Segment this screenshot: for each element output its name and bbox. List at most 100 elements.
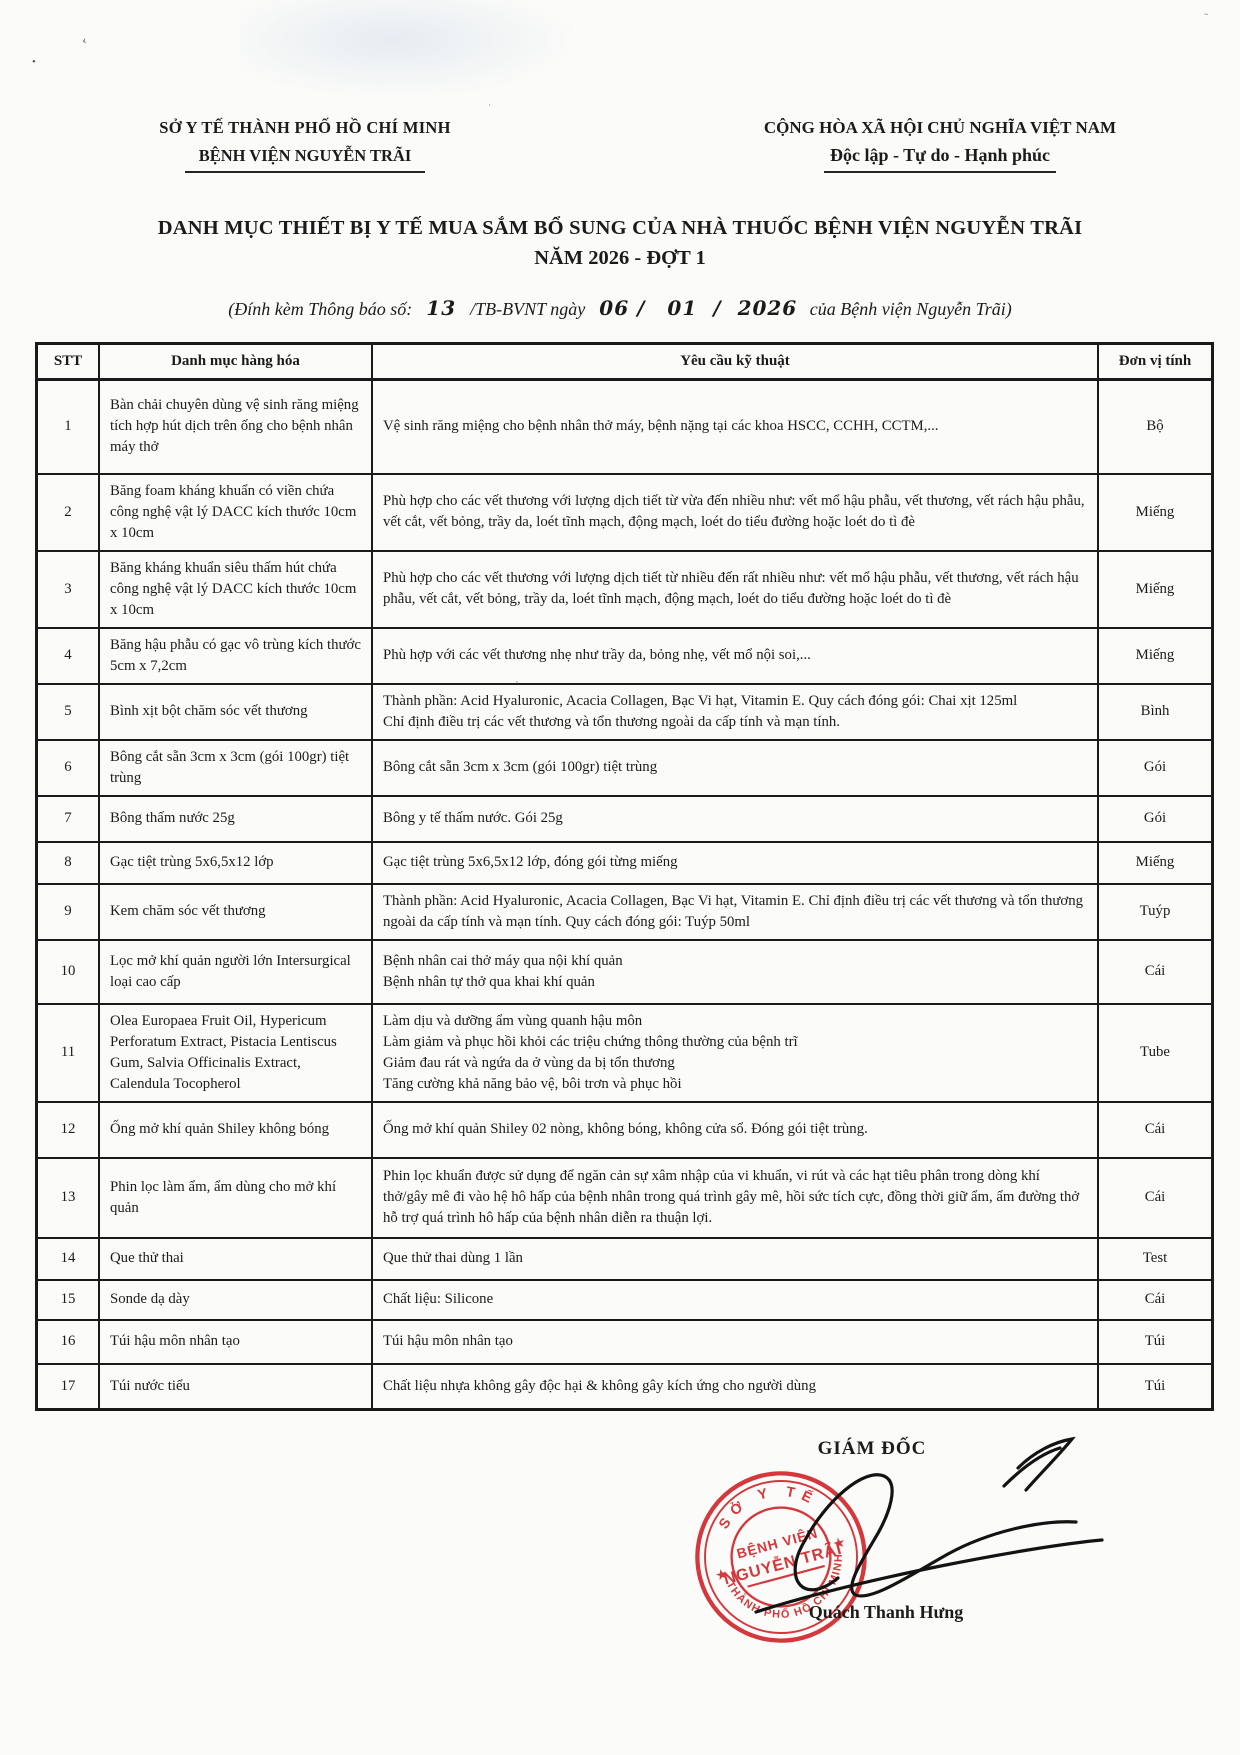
table-row: 3 Băng kháng khuẩn siêu thấm hút chứa cô… <box>35 549 1214 629</box>
row-item-name: Túi nước tiểu <box>98 1362 373 1411</box>
row-technical-requirement: Thành phần: Acid Hyaluronic, Acacia Coll… <box>371 882 1099 941</box>
row-technical-requirement: Bông cắt sẵn 3cm x 3cm (gói 100gr) tiệt … <box>371 738 1099 797</box>
attachment-reference-line: (Đính kèm Thông báo số: 13/TB-BVNT ngày 06… <box>0 296 1240 320</box>
row-unit: Bộ <box>1097 378 1214 475</box>
row-number: 8 <box>35 840 100 885</box>
stamp-star-right: ★ <box>832 1535 846 1551</box>
handwritten-month: 01 <box>667 296 698 320</box>
row-technical-requirement: Phù hợp cho các vết thương với lượng dịc… <box>371 472 1099 552</box>
table-row: 10 Lọc mở khí quản người lớn Intersurgic… <box>35 938 1214 1005</box>
row-technical-requirement: Làm dịu và dưỡng ẩm vùng quanh hậu môn L… <box>371 1002 1099 1103</box>
table-row: 6 Bông cắt sẵn 3cm x 3cm (gói 100gr) tiệ… <box>35 738 1214 797</box>
table-row: 14 Que thử thai Que thử thai dùng 1 lần … <box>35 1236 1214 1281</box>
table-row: 1 Bàn chải chuyên dùng vệ sinh răng miện… <box>35 378 1214 475</box>
org-hospital-name: BỆNH VIỆN NGUYỄN TRÃI <box>184 146 426 173</box>
row-item-name: Bông cắt sẵn 3cm x 3cm (gói 100gr) tiệt … <box>98 738 373 797</box>
row-item-name: Gạc tiệt trùng 5x6,5x12 lớp <box>98 840 373 885</box>
row-technical-requirement: Phù hợp cho các vết thương với lượng dịc… <box>371 549 1099 629</box>
table-row: 11 Olea Europaea Fruit Oil, Hypericum Pe… <box>35 1002 1214 1103</box>
header-stt: STT <box>35 342 100 381</box>
row-number: 17 <box>35 1362 100 1411</box>
table-row: 5 Bình xịt bột chăm sóc vết thương Thành… <box>35 682 1214 741</box>
header-unit: Đơn vị tính <box>1097 342 1214 381</box>
org-parent-name: SỞ Y TẾ THÀNH PHỐ HỒ CHÍ MINH <box>159 118 451 137</box>
row-unit: Gói <box>1097 794 1214 843</box>
row-item-name: Băng hậu phẫu có gạc vô trùng kích thước… <box>98 626 373 685</box>
row-technical-requirement: Chất liệu nhựa không gây độc hại & không… <box>371 1362 1099 1411</box>
row-technical-requirement: Bệnh nhân cai thở máy qua nội khí quản B… <box>371 938 1099 1005</box>
row-technical-requirement: Ống mở khí quản Shiley 02 nòng, không bó… <box>371 1100 1099 1159</box>
row-number: 2 <box>35 472 100 552</box>
row-number: 9 <box>35 882 100 941</box>
table-row: 15 Sonde dạ dày Chất liệu: Silicone Cái <box>35 1278 1214 1321</box>
row-number: 4 <box>35 626 100 685</box>
table-row: 13 Phin lọc làm ẩm, ẩm dùng cho mở khí q… <box>35 1156 1214 1239</box>
row-item-name: Lọc mở khí quản người lớn Intersurgical … <box>98 938 373 1005</box>
row-number: 11 <box>35 1002 100 1103</box>
national-motto-block: CỘNG HÒA XÃ HỘI CHỦ NGHĨA VIỆT NAM Độc l… <box>740 118 1140 173</box>
table-row: 2 Băng foam kháng khuẩn có viền chứa côn… <box>35 472 1214 552</box>
director-signature <box>754 1436 1104 1614</box>
attachment-slash: / <box>713 296 722 320</box>
row-item-name: Phin lọc làm ẩm, ẩm dùng cho mở khí quản <box>98 1156 373 1239</box>
handwritten-doc-number: 13 <box>426 296 457 320</box>
row-item-name: Bàn chải chuyên dùng vệ sinh răng miệng … <box>98 378 373 475</box>
table-row: 12 Ống mở khí quản Shiley không bóng Ống… <box>35 1100 1214 1159</box>
row-technical-requirement: Chất liệu: Silicone <box>371 1278 1099 1321</box>
row-unit: Miếng <box>1097 626 1214 685</box>
row-unit: Miếng <box>1097 840 1214 885</box>
items-table: STT Danh mục hàng hóa Yêu cầu kỹ thuật Đ… <box>35 342 1214 1411</box>
row-technical-requirement: Phin lọc khuẩn được sử dụng để ngăn cản … <box>371 1156 1099 1239</box>
row-item-name: Olea Europaea Fruit Oil, Hypericum Perfo… <box>98 1002 373 1103</box>
table-row: 16 Túi hậu môn nhân tạo Túi hậu môn nhân… <box>35 1318 1214 1365</box>
row-unit: Miếng <box>1097 472 1214 552</box>
handwritten-year: 2026 <box>737 296 798 320</box>
table-row: 8 Gạc tiệt trùng 5x6,5x12 lớp Gạc tiệt t… <box>35 840 1214 885</box>
row-number: 14 <box>35 1236 100 1281</box>
row-unit: Cái <box>1097 1278 1214 1321</box>
row-technical-requirement: Que thử thai dùng 1 lần <box>371 1236 1099 1281</box>
row-unit: Cái <box>1097 1156 1214 1239</box>
stamp-star-left: ★ <box>714 1566 728 1582</box>
row-technical-requirement: Thành phần: Acid Hyaluronic, Acacia Coll… <box>371 682 1099 741</box>
row-technical-requirement: Gạc tiệt trùng 5x6,5x12 lớp, đóng gói từ… <box>371 840 1099 885</box>
table-row: 9 Kem chăm sóc vết thương Thành phần: Ac… <box>35 882 1214 941</box>
row-number: 15 <box>35 1278 100 1321</box>
row-item-name: Kem chăm sóc vết thương <box>98 882 373 941</box>
national-motto: Độc lập - Tự do - Hạnh phúc <box>823 145 1057 173</box>
attachment-middle: /TB-BVNT ngày <box>470 299 586 319</box>
row-unit: Túi <box>1097 1362 1214 1411</box>
national-title: CỘNG HÒA XÃ HỘI CHỦ NGHĨA VIỆT NAM <box>763 118 1117 137</box>
row-item-name: Que thử thai <box>98 1236 373 1281</box>
handwritten-day: 06 / <box>599 296 646 320</box>
row-unit: Cái <box>1097 938 1214 1005</box>
letterhead: SỞ Y TẾ THÀNH PHỐ HỒ CHÍ MINH BỆNH VIỆN … <box>0 0 1240 173</box>
header-technical-requirement: Yêu cầu kỹ thuật <box>371 342 1099 381</box>
row-item-name: Ống mở khí quản Shiley không bóng <box>98 1100 373 1159</box>
table-row: 17 Túi nước tiểu Chất liệu nhựa không gâ… <box>35 1362 1214 1411</box>
row-unit: Miếng <box>1097 549 1214 629</box>
signer-title: GIÁM ĐỐC <box>817 1438 927 1459</box>
attachment-prefix: (Đính kèm Thông báo số: <box>228 299 413 319</box>
row-unit: Tuýp <box>1097 882 1214 941</box>
row-unit: Test <box>1097 1236 1214 1281</box>
items-table-header: STT Danh mục hàng hóa Yêu cầu kỹ thuật Đ… <box>35 342 1214 381</box>
row-number: 7 <box>35 794 100 843</box>
row-technical-requirement: Túi hậu môn nhân tạo <box>371 1318 1099 1365</box>
row-number: 1 <box>35 378 100 475</box>
row-number: 5 <box>35 682 100 741</box>
row-item-name: Bông thấm nước 25g <box>98 794 373 843</box>
header-item-name: Danh mục hàng hóa <box>98 342 373 381</box>
row-number: 6 <box>35 738 100 797</box>
row-item-name: Bình xịt bột chăm sóc vết thương <box>98 682 373 741</box>
document-title-line1: DANH MỤC THIẾT BỊ Y TẾ MUA SẮM BỔ SUNG C… <box>157 217 1083 239</box>
row-technical-requirement: Bông y tế thấm nước. Gói 25g <box>371 794 1099 843</box>
document-title-line2: NĂM 2026 - ĐỢT 1 <box>534 247 706 269</box>
items-table-body: 1 Bàn chải chuyên dùng vệ sinh răng miện… <box>35 378 1214 1411</box>
row-item-name: Băng kháng khuẩn siêu thấm hút chứa công… <box>98 549 373 629</box>
row-unit: Tube <box>1097 1002 1214 1103</box>
row-technical-requirement: Vệ sinh răng miệng cho bệnh nhân thở máy… <box>371 378 1099 475</box>
row-unit: Túi <box>1097 1318 1214 1365</box>
row-item-name: Băng foam kháng khuẩn có viền chứa công … <box>98 472 373 552</box>
table-row: 4 Băng hậu phẫu có gạc vô trùng kích thư… <box>35 626 1214 685</box>
